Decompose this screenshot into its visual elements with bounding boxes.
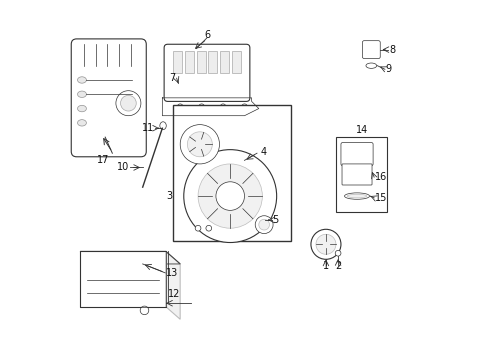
Circle shape: [258, 219, 269, 230]
Text: 7: 7: [169, 73, 176, 83]
Circle shape: [310, 229, 340, 259]
Text: 11: 11: [142, 123, 154, 133]
Circle shape: [241, 104, 247, 110]
Bar: [173, 51, 182, 73]
Text: 4: 4: [260, 147, 266, 157]
Circle shape: [198, 164, 262, 228]
Text: 17: 17: [97, 155, 109, 165]
Text: 12: 12: [167, 289, 180, 299]
Text: 6: 6: [203, 30, 210, 40]
Text: 15: 15: [374, 193, 386, 203]
Bar: [220, 51, 229, 73]
Polygon shape: [80, 251, 180, 264]
Bar: [342, 176, 370, 180]
Text: 16: 16: [374, 172, 386, 182]
Ellipse shape: [77, 105, 86, 112]
Bar: [335, 137, 386, 212]
Text: 13: 13: [165, 268, 178, 278]
Polygon shape: [80, 251, 165, 307]
Text: 14: 14: [355, 125, 367, 135]
Circle shape: [216, 182, 244, 210]
Circle shape: [315, 234, 335, 254]
Bar: [342, 181, 370, 184]
Circle shape: [121, 95, 136, 111]
Circle shape: [187, 132, 212, 157]
FancyBboxPatch shape: [362, 41, 380, 59]
Bar: [173, 105, 290, 241]
Ellipse shape: [77, 120, 86, 126]
Ellipse shape: [160, 122, 166, 130]
Text: 2: 2: [334, 261, 341, 271]
Circle shape: [255, 216, 272, 234]
Ellipse shape: [344, 193, 369, 199]
Circle shape: [116, 91, 141, 116]
FancyBboxPatch shape: [71, 39, 146, 157]
Circle shape: [180, 125, 219, 164]
Ellipse shape: [77, 91, 86, 98]
Bar: [208, 51, 217, 73]
Ellipse shape: [346, 194, 366, 198]
Circle shape: [205, 225, 211, 231]
Text: 1: 1: [322, 261, 328, 271]
Circle shape: [335, 250, 340, 256]
FancyBboxPatch shape: [341, 164, 371, 185]
Circle shape: [140, 306, 148, 315]
Bar: [342, 167, 370, 170]
Text: 5: 5: [272, 215, 278, 225]
Bar: [342, 172, 370, 175]
Text: 9: 9: [385, 64, 391, 74]
Polygon shape: [165, 251, 180, 319]
Circle shape: [195, 225, 201, 231]
Bar: [231, 51, 241, 73]
Circle shape: [183, 150, 276, 243]
Circle shape: [198, 104, 204, 110]
Ellipse shape: [77, 77, 86, 83]
Bar: [184, 51, 193, 73]
Circle shape: [220, 104, 225, 110]
Text: 3: 3: [166, 191, 172, 201]
Text: 10: 10: [117, 162, 129, 172]
Circle shape: [177, 104, 183, 110]
Text: 8: 8: [388, 45, 394, 55]
FancyBboxPatch shape: [164, 44, 249, 102]
Bar: [196, 51, 205, 73]
Ellipse shape: [365, 63, 376, 68]
FancyBboxPatch shape: [340, 143, 372, 166]
